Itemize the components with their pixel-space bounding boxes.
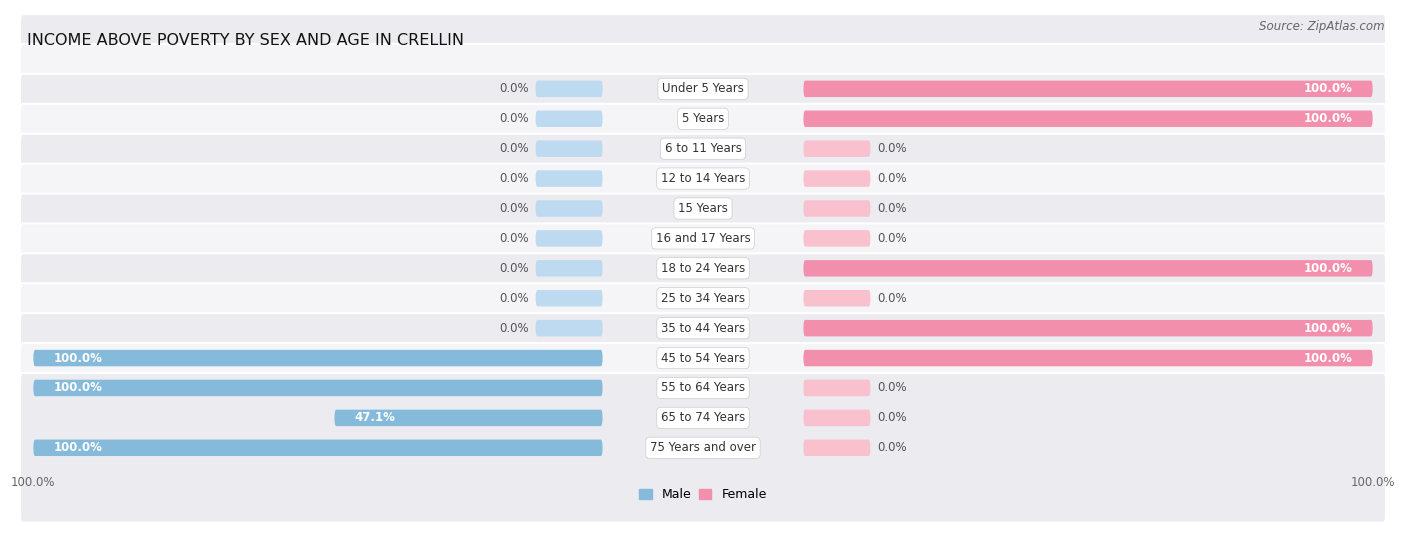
FancyBboxPatch shape: [20, 164, 1386, 313]
Text: 0.0%: 0.0%: [877, 411, 907, 424]
Text: 0.0%: 0.0%: [877, 232, 907, 245]
Text: 0.0%: 0.0%: [499, 292, 529, 305]
FancyBboxPatch shape: [536, 320, 603, 337]
FancyBboxPatch shape: [20, 104, 1386, 253]
Text: 0.0%: 0.0%: [499, 112, 529, 125]
FancyBboxPatch shape: [34, 380, 603, 396]
Text: 18 to 24 Years: 18 to 24 Years: [661, 262, 745, 275]
FancyBboxPatch shape: [34, 350, 603, 366]
Text: 0.0%: 0.0%: [499, 321, 529, 335]
FancyBboxPatch shape: [20, 373, 1386, 523]
Text: 100.0%: 100.0%: [1303, 112, 1353, 125]
Text: 0.0%: 0.0%: [877, 202, 907, 215]
Text: 0.0%: 0.0%: [499, 142, 529, 155]
Text: 16 and 17 Years: 16 and 17 Years: [655, 232, 751, 245]
FancyBboxPatch shape: [803, 230, 870, 247]
Text: 100.0%: 100.0%: [1303, 262, 1353, 275]
Text: 0.0%: 0.0%: [877, 172, 907, 185]
Text: 0.0%: 0.0%: [499, 262, 529, 275]
FancyBboxPatch shape: [536, 140, 603, 157]
Text: 15 Years: 15 Years: [678, 202, 728, 215]
FancyBboxPatch shape: [335, 410, 603, 426]
Text: 0.0%: 0.0%: [877, 142, 907, 155]
Text: INCOME ABOVE POVERTY BY SEX AND AGE IN CRELLIN: INCOME ABOVE POVERTY BY SEX AND AGE IN C…: [27, 34, 464, 49]
FancyBboxPatch shape: [536, 111, 603, 127]
Text: 100.0%: 100.0%: [53, 441, 103, 454]
FancyBboxPatch shape: [20, 193, 1386, 343]
FancyBboxPatch shape: [536, 290, 603, 306]
Legend: Male, Female: Male, Female: [634, 483, 772, 506]
Text: 65 to 74 Years: 65 to 74 Years: [661, 411, 745, 424]
FancyBboxPatch shape: [536, 230, 603, 247]
FancyBboxPatch shape: [20, 134, 1386, 283]
FancyBboxPatch shape: [803, 290, 870, 306]
FancyBboxPatch shape: [536, 170, 603, 187]
FancyBboxPatch shape: [803, 410, 870, 426]
Text: 100.0%: 100.0%: [1303, 352, 1353, 364]
FancyBboxPatch shape: [20, 74, 1386, 224]
Text: 0.0%: 0.0%: [877, 441, 907, 454]
Text: Under 5 Years: Under 5 Years: [662, 82, 744, 96]
Text: 100.0%: 100.0%: [1303, 82, 1353, 96]
Text: 75 Years and over: 75 Years and over: [650, 441, 756, 454]
Text: 45 to 54 Years: 45 to 54 Years: [661, 352, 745, 364]
FancyBboxPatch shape: [20, 224, 1386, 373]
Text: 0.0%: 0.0%: [499, 172, 529, 185]
FancyBboxPatch shape: [803, 260, 1372, 277]
Text: 5 Years: 5 Years: [682, 112, 724, 125]
FancyBboxPatch shape: [536, 200, 603, 217]
Text: 0.0%: 0.0%: [499, 232, 529, 245]
Text: 47.1%: 47.1%: [354, 411, 395, 424]
FancyBboxPatch shape: [20, 253, 1386, 403]
FancyBboxPatch shape: [803, 200, 870, 217]
FancyBboxPatch shape: [20, 283, 1386, 433]
FancyBboxPatch shape: [803, 439, 870, 456]
Text: 100.0%: 100.0%: [53, 381, 103, 395]
Text: 0.0%: 0.0%: [499, 202, 529, 215]
Text: 12 to 14 Years: 12 to 14 Years: [661, 172, 745, 185]
FancyBboxPatch shape: [20, 44, 1386, 193]
FancyBboxPatch shape: [34, 439, 603, 456]
FancyBboxPatch shape: [803, 80, 1372, 97]
Text: 100.0%: 100.0%: [53, 352, 103, 364]
FancyBboxPatch shape: [803, 320, 1372, 337]
FancyBboxPatch shape: [536, 260, 603, 277]
Text: 100.0%: 100.0%: [1303, 321, 1353, 335]
Text: 25 to 34 Years: 25 to 34 Years: [661, 292, 745, 305]
FancyBboxPatch shape: [20, 343, 1386, 492]
FancyBboxPatch shape: [803, 140, 870, 157]
Text: 35 to 44 Years: 35 to 44 Years: [661, 321, 745, 335]
Text: 55 to 64 Years: 55 to 64 Years: [661, 381, 745, 395]
FancyBboxPatch shape: [536, 80, 603, 97]
FancyBboxPatch shape: [803, 350, 1372, 366]
FancyBboxPatch shape: [20, 14, 1386, 164]
Text: 0.0%: 0.0%: [499, 82, 529, 96]
FancyBboxPatch shape: [803, 170, 870, 187]
Text: Source: ZipAtlas.com: Source: ZipAtlas.com: [1260, 20, 1385, 32]
FancyBboxPatch shape: [803, 380, 870, 396]
Text: 0.0%: 0.0%: [877, 292, 907, 305]
FancyBboxPatch shape: [20, 313, 1386, 463]
FancyBboxPatch shape: [803, 111, 1372, 127]
Text: 6 to 11 Years: 6 to 11 Years: [665, 142, 741, 155]
Text: 0.0%: 0.0%: [877, 381, 907, 395]
